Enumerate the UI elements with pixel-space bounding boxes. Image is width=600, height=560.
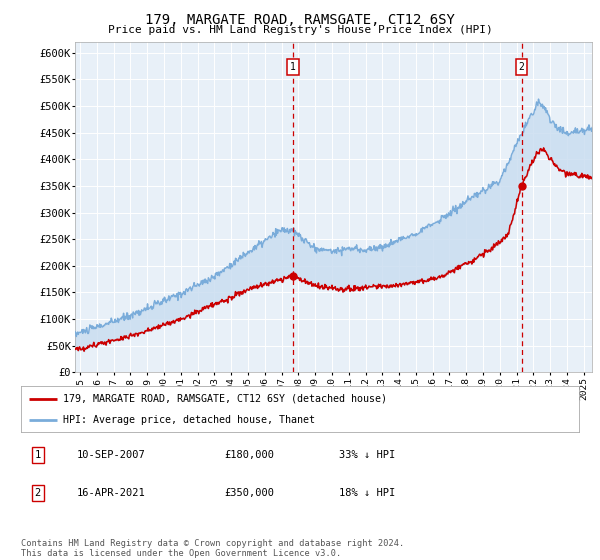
Text: 33% ↓ HPI: 33% ↓ HPI bbox=[339, 450, 395, 460]
Text: 16-APR-2021: 16-APR-2021 bbox=[77, 488, 146, 498]
Text: Contains HM Land Registry data © Crown copyright and database right 2024.
This d: Contains HM Land Registry data © Crown c… bbox=[21, 539, 404, 558]
Text: 18% ↓ HPI: 18% ↓ HPI bbox=[339, 488, 395, 498]
Text: 2: 2 bbox=[35, 488, 41, 498]
Text: £350,000: £350,000 bbox=[224, 488, 275, 498]
Text: 179, MARGATE ROAD, RAMSGATE, CT12 6SY: 179, MARGATE ROAD, RAMSGATE, CT12 6SY bbox=[145, 13, 455, 27]
Text: 179, MARGATE ROAD, RAMSGATE, CT12 6SY (detached house): 179, MARGATE ROAD, RAMSGATE, CT12 6SY (d… bbox=[63, 394, 387, 404]
Text: £180,000: £180,000 bbox=[224, 450, 275, 460]
Text: HPI: Average price, detached house, Thanet: HPI: Average price, detached house, Than… bbox=[63, 415, 315, 425]
Text: 1: 1 bbox=[35, 450, 41, 460]
Text: 2: 2 bbox=[518, 62, 524, 72]
Text: 10-SEP-2007: 10-SEP-2007 bbox=[77, 450, 146, 460]
Text: 1: 1 bbox=[290, 62, 296, 72]
Text: Price paid vs. HM Land Registry's House Price Index (HPI): Price paid vs. HM Land Registry's House … bbox=[107, 25, 493, 35]
